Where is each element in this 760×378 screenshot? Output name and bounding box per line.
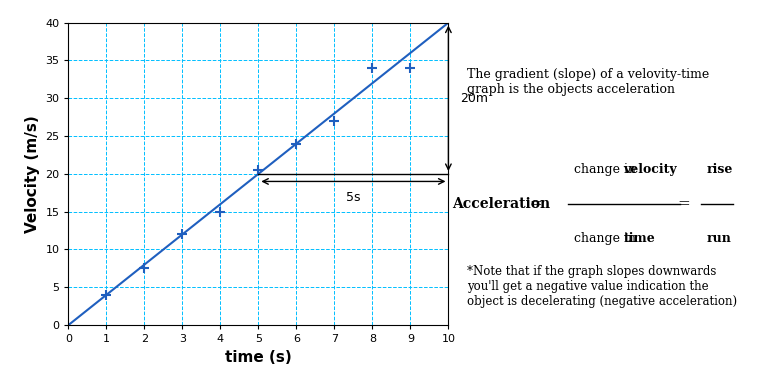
Text: time: time [623, 232, 655, 245]
Text: rise: rise [707, 163, 733, 176]
Point [252, 167, 264, 173]
Point [290, 141, 302, 147]
Point [328, 118, 340, 124]
Text: run: run [707, 232, 732, 245]
Text: *Note that if the graph slopes downwards
you'll get a negative value indication : *Note that if the graph slopes downwards… [467, 265, 737, 308]
Point [176, 231, 188, 237]
Text: The gradient (slope) of a velovity-time
graph is the objects acceleration: The gradient (slope) of a velovity-time … [467, 68, 710, 96]
Text: Acceleration: Acceleration [452, 197, 550, 211]
Text: velocity: velocity [623, 163, 677, 176]
X-axis label: time (s): time (s) [225, 350, 292, 365]
Point [404, 65, 416, 71]
Y-axis label: Velocity (m/s): Velocity (m/s) [24, 115, 40, 233]
Text: change in: change in [574, 232, 640, 245]
Text: =: = [530, 197, 542, 211]
Point [138, 265, 150, 271]
Text: change in: change in [574, 163, 640, 176]
Text: 5s: 5s [346, 191, 361, 203]
Point [100, 292, 112, 298]
Text: 20m: 20m [460, 92, 488, 105]
Point [366, 65, 378, 71]
Text: =: = [678, 197, 690, 211]
Point [214, 209, 226, 215]
